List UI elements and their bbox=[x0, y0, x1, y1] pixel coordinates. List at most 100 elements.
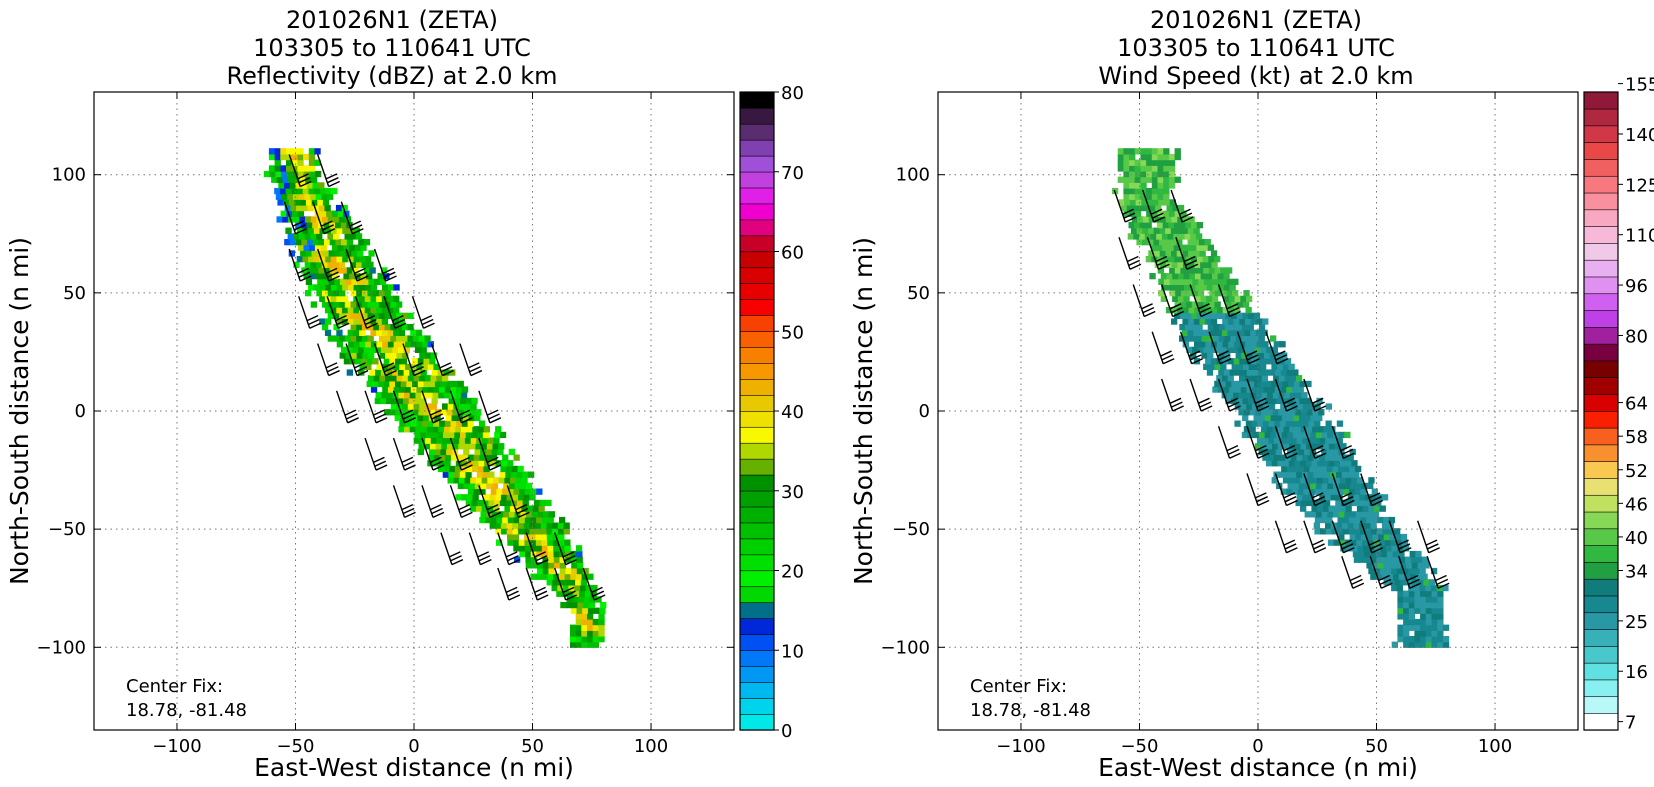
wind-speed-field-cell bbox=[1262, 341, 1269, 348]
wind-speed-field-cell bbox=[1169, 278, 1176, 285]
reflectivity-field-cell bbox=[508, 511, 516, 518]
reflectivity-field-cell bbox=[357, 278, 364, 285]
reflectivity-field-cell bbox=[427, 341, 434, 348]
wind-speed-field-cell bbox=[1174, 148, 1181, 155]
wind-speed-field-cell bbox=[1396, 539, 1403, 546]
wind-speed-field-cell bbox=[1140, 153, 1147, 161]
reflectivity-field-cell bbox=[353, 329, 360, 336]
wind-speed-field-cell bbox=[1160, 261, 1167, 268]
reflectivity-field-cell bbox=[291, 153, 298, 161]
wind-speed-wind-barb bbox=[1217, 426, 1241, 459]
reflectivity-field-cell bbox=[523, 522, 530, 529]
wind-speed-colorbar-segment bbox=[1583, 142, 1619, 160]
wind-speed-field-cell bbox=[1129, 199, 1137, 206]
wind-speed-field-cell bbox=[1187, 329, 1194, 336]
reflectivity-field-cell bbox=[559, 516, 566, 524]
wind-speed-field-cell bbox=[1298, 465, 1305, 473]
wind-speed-field-cell bbox=[1403, 630, 1410, 637]
reflectivity-field-cell bbox=[390, 301, 397, 308]
wind-speed-field-cell bbox=[1189, 273, 1196, 280]
reflectivity-field-cell bbox=[416, 386, 423, 393]
wind-speed-field-cell bbox=[1157, 267, 1164, 274]
wind-speed-field-cell bbox=[1185, 222, 1192, 229]
wind-speed-field-cell bbox=[1337, 528, 1344, 535]
wind-speed-field-cell bbox=[1205, 358, 1212, 365]
wind-speed-colorbar-segment bbox=[1583, 578, 1619, 597]
reflectivity-field-cell bbox=[560, 601, 567, 609]
reflectivity-field-cell bbox=[309, 170, 316, 178]
reflectivity-field-cell bbox=[487, 437, 494, 444]
reflectivity-field-cell bbox=[319, 187, 327, 195]
wind-speed-field-cell bbox=[1285, 437, 1292, 444]
reflectivity-field-cell bbox=[530, 539, 537, 546]
wind-speed-field-cell bbox=[1237, 380, 1244, 388]
wind-speed-field-cell bbox=[1359, 556, 1366, 563]
reflectivity-field-cell bbox=[475, 477, 483, 484]
reflectivity-field-cell bbox=[376, 295, 383, 302]
reflectivity-field-cell bbox=[382, 284, 389, 291]
reflectivity-field-cell bbox=[557, 584, 564, 592]
wind-speed-field-cell bbox=[1225, 397, 1232, 405]
reflectivity-field-cell bbox=[384, 409, 391, 416]
reflectivity-field-cell bbox=[322, 301, 329, 308]
reflectivity-field-cell bbox=[316, 290, 323, 297]
wind-speed-field-cell bbox=[1168, 222, 1175, 229]
wind-speed-field-cell bbox=[1188, 318, 1195, 325]
wind-speed-field-cell bbox=[1343, 488, 1350, 495]
wind-speed-wind-barb bbox=[1208, 331, 1232, 365]
wind-speed-field-cell bbox=[1214, 256, 1221, 263]
reflectivity-field-cell bbox=[360, 244, 367, 251]
reflectivity-field-cell bbox=[293, 176, 301, 183]
reflectivity-field-cell bbox=[345, 352, 352, 359]
wind-speed-field-cell bbox=[1260, 363, 1267, 370]
wind-speed-field-cell bbox=[1293, 414, 1300, 422]
reflectivity-field-cell bbox=[591, 584, 598, 592]
reflectivity-field-cell bbox=[375, 392, 382, 399]
wind-speed-field-cell bbox=[1148, 216, 1155, 223]
wind-speed-field-cell bbox=[1227, 358, 1235, 365]
wind-speed-field-cell bbox=[1192, 290, 1199, 297]
reflectivity-field-cell bbox=[352, 267, 359, 274]
reflectivity-field-cell bbox=[341, 239, 348, 246]
wind-speed-field-cell bbox=[1123, 170, 1130, 178]
reflectivity-field-cell bbox=[469, 482, 476, 490]
wind-speed-field-cell bbox=[1208, 312, 1215, 319]
wind-speed-colorbar-segment bbox=[1583, 293, 1619, 311]
wind-speed-field-cell bbox=[1417, 562, 1424, 569]
wind-speed-field-cell bbox=[1123, 165, 1130, 172]
reflectivity-field-cell bbox=[383, 380, 390, 388]
reflectivity-field-cell bbox=[310, 193, 317, 200]
wind-speed-field-cell bbox=[1305, 477, 1312, 484]
wind-speed-title-line-3: Wind Speed (kt) at 2.0 km bbox=[1098, 62, 1413, 90]
reflectivity-field-cell bbox=[432, 392, 439, 399]
wind-speed-y-tick-label: 0 bbox=[919, 401, 930, 422]
reflectivity-field-cell bbox=[330, 307, 337, 314]
reflectivity-wind-barb bbox=[402, 343, 426, 377]
reflectivity-field-cell bbox=[361, 335, 369, 342]
reflectivity-field-cell bbox=[420, 369, 427, 376]
reflectivity-field-cell bbox=[314, 159, 321, 166]
wind-speed-field-cell bbox=[1295, 409, 1302, 416]
wind-speed-field-cell bbox=[1367, 482, 1374, 490]
wind-speed-field-cell bbox=[1336, 437, 1343, 444]
reflectivity-field-cell bbox=[475, 505, 483, 512]
reflectivity-field-cell bbox=[320, 210, 327, 217]
reflectivity-field-cell bbox=[443, 392, 451, 399]
reflectivity-field-cell bbox=[599, 607, 606, 614]
wind-speed-colorbar-segment bbox=[1583, 108, 1619, 127]
wind-speed-field-cell bbox=[1177, 204, 1185, 212]
wind-speed-field-cell bbox=[1283, 443, 1290, 450]
reflectivity-field-cell bbox=[359, 256, 366, 263]
wind-speed-field-cell bbox=[1325, 437, 1332, 444]
wind-speed-field-cell bbox=[1126, 204, 1133, 212]
reflectivity-field-cell bbox=[566, 596, 574, 603]
reflectivity-field-cell bbox=[496, 488, 503, 495]
reflectivity-field-cell bbox=[464, 443, 471, 450]
wind-speed-field-cell bbox=[1284, 375, 1291, 382]
reflectivity-colorbar-segment bbox=[739, 362, 775, 380]
reflectivity-field-cell bbox=[394, 414, 401, 422]
wind-speed-field-cell bbox=[1158, 290, 1165, 297]
wind-speed-field-cell bbox=[1208, 267, 1216, 274]
reflectivity-field-cell bbox=[503, 511, 510, 518]
reflectivity-field-cell bbox=[577, 601, 584, 609]
